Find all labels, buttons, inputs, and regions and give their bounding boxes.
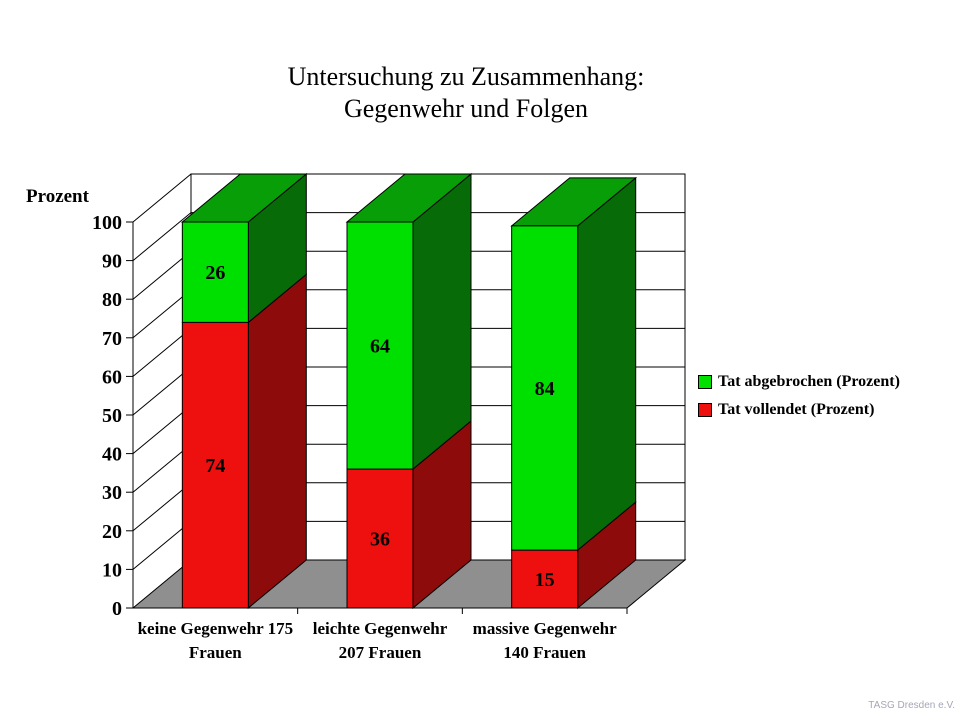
side-wall-gridline: [132, 366, 192, 416]
side-wall-gridline: [132, 482, 192, 532]
side-wall-gridline: [132, 521, 192, 570]
side-wall-gridline: [132, 328, 192, 377]
bar-front-face: [181, 321, 249, 609]
side-wall-gridline: [132, 173, 192, 223]
bar-front-face: [511, 225, 579, 551]
bar-side-face: [412, 172, 472, 471]
side-wall-gridline: [132, 443, 192, 493]
y-tick-label: 40: [102, 444, 122, 466]
y-tick-label: 50: [102, 405, 122, 427]
legend-label-tat-abgebrochen: Tat abgebrochen (Prozent): [718, 373, 900, 390]
bar-value-label: 74: [205, 455, 225, 477]
category-label-line2: 140 Frauen: [503, 643, 586, 662]
bar-front-face: [181, 221, 249, 323]
y-tick-label: 30: [102, 482, 122, 504]
y-tick-label: 90: [102, 251, 122, 273]
bar-value-label: 36: [370, 529, 390, 551]
bar-front-face: [346, 468, 414, 609]
y-tick-label: 100: [92, 212, 122, 234]
bar-side-face: [577, 176, 637, 552]
side-wall-gridline: [132, 289, 192, 339]
legend-item-tat-vollendet: Tat vollendet (Prozent): [698, 401, 900, 418]
watermark-text: TASG Dresden e.V.: [868, 700, 955, 711]
bar-front-face: [346, 221, 414, 470]
category-label-line1: keine Gegenwehr 175: [138, 619, 294, 638]
bar-value-label: 84: [535, 378, 555, 400]
category-label-line2: Frauen: [189, 643, 242, 662]
y-axis-title: Prozent: [26, 186, 89, 207]
y-tick-label: 70: [102, 328, 122, 350]
legend-label-tat-vollendet: Tat vollendet (Prozent): [718, 401, 875, 418]
y-tick-label: 10: [102, 559, 122, 581]
side-wall-gridline: [132, 250, 192, 300]
chart-title: Untersuchung zu Zusammenhang: Gegenwehr …: [0, 61, 932, 125]
y-tick-label: 80: [102, 289, 122, 311]
bar-value-label: 26: [205, 262, 225, 284]
category-label-line1: massive Gegenwehr: [473, 619, 617, 638]
category-label-line1: leichte Gegenwehr: [313, 619, 448, 638]
y-tick-label: 20: [102, 521, 122, 543]
y-tick-label: 60: [102, 366, 122, 388]
bar-front-face: [511, 549, 579, 609]
bar-value-label: 15: [535, 569, 555, 591]
chart-title-line1: Untersuchung zu Zusammenhang:: [287, 62, 645, 91]
bar-value-label: 64: [370, 336, 390, 358]
side-wall-gridline: [132, 405, 192, 454]
bar-side-face: [247, 273, 307, 610]
legend-swatch-red: [698, 403, 712, 417]
legend-swatch-green: [698, 375, 712, 389]
side-wall-gridline: [132, 212, 192, 261]
chart-title-line2: Gegenwehr und Folgen: [343, 94, 589, 123]
legend-item-tat-abgebrochen: Tat abgebrochen (Prozent): [698, 373, 900, 390]
y-tick-label: 0: [112, 598, 122, 620]
legend: Tat abgebrochen (Prozent) Tat vollendet …: [698, 373, 900, 430]
category-label-line2: 207 Frauen: [339, 643, 422, 662]
